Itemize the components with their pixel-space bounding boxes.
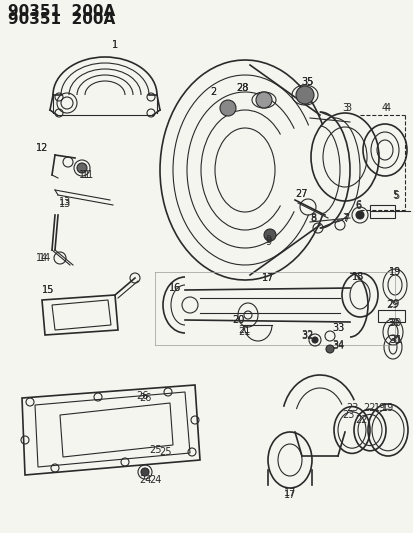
Text: 14: 14 bbox=[39, 253, 51, 263]
Text: 21: 21 bbox=[238, 327, 250, 337]
Text: 15: 15 bbox=[42, 285, 54, 295]
Text: 19: 19 bbox=[382, 403, 394, 413]
Text: 13: 13 bbox=[59, 199, 71, 209]
Text: 5: 5 bbox=[393, 191, 399, 201]
Text: 32: 32 bbox=[302, 330, 314, 340]
Text: 17: 17 bbox=[262, 273, 274, 283]
Text: 28: 28 bbox=[236, 83, 248, 93]
Text: 26: 26 bbox=[136, 391, 148, 401]
Text: 25: 25 bbox=[149, 445, 161, 455]
Text: 11: 11 bbox=[79, 170, 91, 180]
Circle shape bbox=[356, 211, 364, 219]
Text: 23: 23 bbox=[346, 403, 358, 413]
Text: 17: 17 bbox=[262, 273, 274, 283]
Text: 90351  200A: 90351 200A bbox=[8, 12, 115, 27]
Text: 33: 33 bbox=[332, 323, 344, 333]
Text: 6: 6 bbox=[355, 201, 361, 211]
Text: 14: 14 bbox=[36, 253, 48, 263]
Circle shape bbox=[141, 468, 149, 476]
Text: 16: 16 bbox=[169, 283, 181, 293]
Text: 25: 25 bbox=[159, 447, 171, 457]
Text: 17: 17 bbox=[284, 490, 296, 500]
Text: 17: 17 bbox=[284, 488, 296, 498]
Text: 18: 18 bbox=[352, 272, 364, 282]
Text: 8: 8 bbox=[310, 214, 316, 224]
Circle shape bbox=[312, 337, 318, 343]
Text: 2: 2 bbox=[210, 87, 216, 97]
Text: 7: 7 bbox=[343, 214, 349, 224]
Circle shape bbox=[264, 229, 276, 241]
Text: 4: 4 bbox=[382, 103, 388, 113]
Text: 20: 20 bbox=[232, 315, 244, 325]
Text: 35: 35 bbox=[302, 77, 314, 87]
Text: 4: 4 bbox=[385, 103, 391, 113]
Text: 11: 11 bbox=[82, 170, 94, 180]
Circle shape bbox=[256, 92, 272, 108]
Text: 13: 13 bbox=[59, 197, 71, 207]
Text: 1: 1 bbox=[112, 40, 118, 50]
Text: 19: 19 bbox=[374, 403, 386, 413]
Text: 12: 12 bbox=[36, 143, 48, 153]
Text: 22: 22 bbox=[364, 403, 376, 413]
Text: 27: 27 bbox=[296, 189, 308, 199]
Text: 30: 30 bbox=[389, 318, 401, 328]
Text: 20: 20 bbox=[232, 315, 244, 325]
Text: 30: 30 bbox=[387, 318, 399, 328]
Text: 27: 27 bbox=[296, 189, 308, 199]
Text: 9: 9 bbox=[265, 237, 271, 247]
Text: 7: 7 bbox=[342, 213, 348, 223]
Text: 31: 31 bbox=[390, 335, 402, 345]
Text: 1: 1 bbox=[112, 40, 118, 50]
Circle shape bbox=[326, 345, 334, 353]
Text: 33: 33 bbox=[332, 323, 344, 333]
Text: 34: 34 bbox=[332, 340, 344, 350]
Text: 32: 32 bbox=[302, 331, 314, 341]
Text: 24: 24 bbox=[149, 475, 161, 485]
Circle shape bbox=[220, 100, 236, 116]
Text: 8: 8 bbox=[310, 213, 316, 223]
Text: 3: 3 bbox=[345, 103, 351, 113]
Circle shape bbox=[77, 163, 87, 173]
Text: 24: 24 bbox=[139, 475, 151, 485]
Text: 23: 23 bbox=[342, 410, 354, 420]
Text: 34: 34 bbox=[332, 341, 344, 351]
Text: 29: 29 bbox=[387, 299, 399, 309]
Text: 90351  200A: 90351 200A bbox=[8, 4, 115, 20]
Text: 19: 19 bbox=[389, 267, 401, 277]
Text: 3: 3 bbox=[342, 103, 348, 113]
Text: 22: 22 bbox=[356, 415, 368, 425]
Text: 16: 16 bbox=[169, 283, 181, 293]
Text: 19: 19 bbox=[389, 267, 401, 277]
Text: 18: 18 bbox=[352, 272, 364, 282]
Circle shape bbox=[296, 86, 314, 104]
Text: 35: 35 bbox=[302, 77, 314, 87]
Text: 29: 29 bbox=[386, 300, 398, 310]
Text: 26: 26 bbox=[139, 393, 151, 403]
Text: 15: 15 bbox=[42, 285, 54, 295]
Text: 31: 31 bbox=[389, 335, 401, 345]
Text: 28: 28 bbox=[236, 83, 248, 93]
Text: 9: 9 bbox=[265, 235, 271, 245]
Text: 12: 12 bbox=[36, 143, 48, 153]
Text: 5: 5 bbox=[392, 190, 398, 200]
Text: 28: 28 bbox=[236, 83, 248, 93]
Text: 21: 21 bbox=[238, 325, 250, 335]
Text: 6: 6 bbox=[355, 200, 361, 210]
Text: 2: 2 bbox=[210, 87, 216, 97]
Text: 35: 35 bbox=[302, 77, 314, 87]
